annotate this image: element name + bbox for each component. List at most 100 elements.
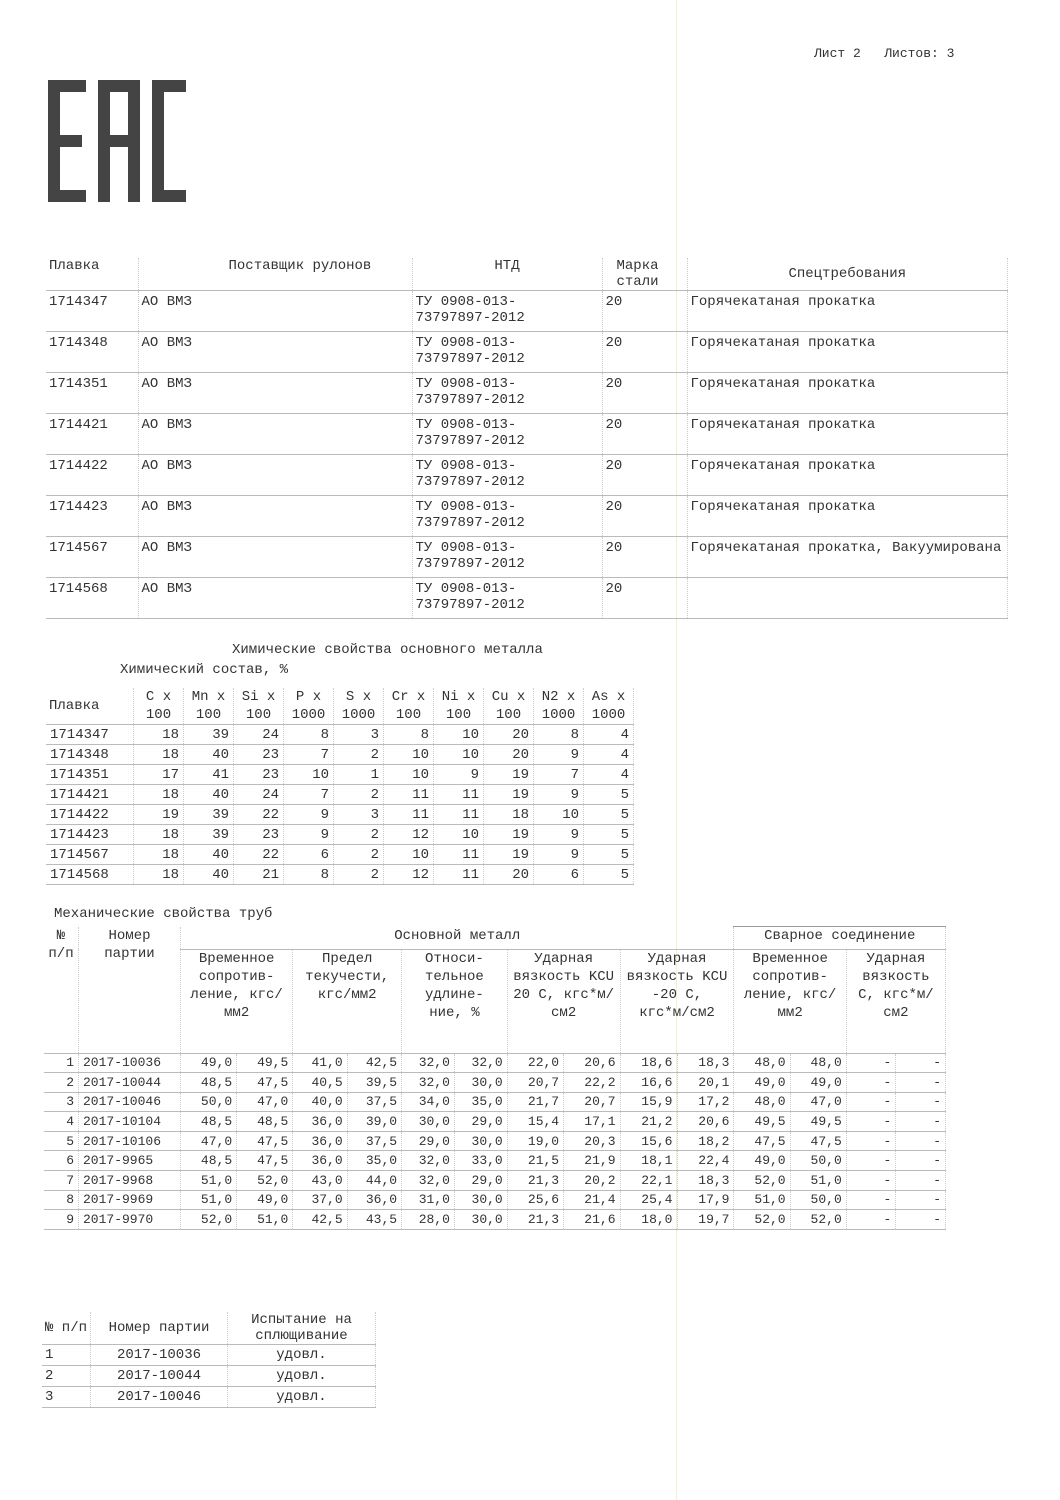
mech-cell: - [895,1072,946,1093]
mech-cell: 18,6 [620,1053,678,1074]
cell-special: Горячекатаная прокатка [687,495,1008,537]
mech-cell: 22,1 [620,1170,678,1191]
chem-cell: 19 [483,824,534,845]
col-base-metal: Основной металл [180,926,735,950]
mech-cell: 3 [44,1092,79,1113]
mech-cell: 42,5 [292,1209,348,1230]
chem-subtitle: Химический состав, % [120,662,289,678]
mech-cell: 21,3 [507,1209,565,1230]
cell-ntd: ТУ 0908-013-73797897-2012 [412,413,603,455]
mech-cell: 36,0 [347,1190,403,1211]
cell-supplier: АО ВМЗ [138,331,413,373]
mech-cell: 29,0 [401,1131,455,1152]
heat-row: 1714423 АО ВМЗ ТУ 0908-013-73797897-2012 20… [46,495,1008,537]
chem-cell: 23 [233,824,284,845]
mech-cell: 20,2 [563,1170,621,1191]
cell-supplier: АО ВМЗ [138,413,413,455]
chem-cell: 5 [583,784,634,805]
mech-cell: 43,5 [347,1209,403,1230]
chem-col-header: N2 x 1000 [533,688,584,725]
chem-cell: 1714421 [46,784,134,805]
mech-cell: 22,4 [677,1150,735,1172]
chem-cell: 5 [583,824,634,845]
cell-grade: 20 [602,577,688,619]
chem-col-header: Mn x 100 [183,688,234,725]
mech-cell: - [895,1131,946,1152]
chem-cell: 24 [233,784,284,805]
chem-table: Плавка C x 100 Mn x 100 Si x 100 P x 1000 S x… [46,688,634,885]
mech-row: 4 2017-10104 48,5 48,5 36,0 39,0 30,0 29,0 15,4 1… [44,1111,946,1132]
chem-row: 1714423 18 39 23 9 2 12 10 19 9 5 [46,824,634,845]
chem-cell: 22 [233,804,284,825]
flat-row: 1 2017-10036 удовл. [42,1344,376,1366]
mech-cell: 50,0 [180,1092,238,1113]
chem-cell: 2 [333,864,384,885]
mech-cell: - [846,1170,897,1191]
mech-cell: 48,5 [180,1072,238,1093]
mech-cell: 21,6 [563,1209,621,1230]
mech-cell: 48,0 [790,1053,847,1074]
mech-cell: 51,0 [180,1190,238,1211]
mech-cell: 20,6 [563,1053,621,1074]
cell-grade: 20 [602,372,688,414]
chem-cell: 9 [533,844,584,865]
mech-cell: 30,0 [454,1072,508,1093]
mech-col-header: Временное сопротив- ление, кгс/мм2 [733,949,847,1054]
mech-cell: 22,2 [563,1072,621,1093]
eac-logo [48,80,186,202]
cell-grade: 20 [602,454,688,496]
mech-cell: 47,0 [790,1092,847,1113]
chem-cell: 40 [183,844,234,865]
flat-cell: 2 [42,1365,91,1387]
chem-cell: 7 [283,744,334,765]
mech-cell: 15,4 [507,1111,565,1132]
cell-heat: 1714351 [46,372,139,414]
mech-cell: 17,1 [563,1111,621,1132]
chem-cell: 8 [533,724,584,745]
mech-title: Механические свойства труб [54,906,273,922]
chem-cell: 5 [583,804,634,825]
mech-cell: 39,5 [347,1072,403,1093]
cell-supplier: АО ВМЗ [138,536,413,578]
flat-header: № п/п Номер партии Испытание на сплющива… [42,1312,376,1345]
chem-cell: 1714348 [46,744,134,765]
cell-grade: 20 [602,290,688,332]
chem-cell: 19 [483,844,534,865]
chem-cell: 12 [383,824,434,845]
heat-row: 1714421 АО ВМЗ ТУ 0908-013-73797897-2012 20… [46,413,1008,455]
chem-cell: 9 [533,784,584,805]
sheet-total: Листов: 3 [884,46,955,61]
cell-heat: 1714568 [46,577,139,619]
col-heat: Плавка [46,258,139,291]
mech-header-top: № п/п Номер партии Основной металл Сварн… [44,926,946,1054]
chem-header: Плавка C x 100 Mn x 100 Si x 100 P x 1000 S x… [46,688,634,725]
chem-cell: 10 [383,744,434,765]
mech-cell: 35,0 [454,1092,508,1113]
mech-cell: 2017-9970 [78,1209,181,1230]
chem-cell: 11 [383,804,434,825]
mech-cell: 9 [44,1209,79,1230]
mech-cell: 21,2 [620,1111,678,1132]
heats-table: Плавка Поставщик рулонов НТД Марка стали… [46,258,1008,619]
chem-cell: 3 [333,724,384,745]
mech-cell: 2017-9968 [78,1170,181,1191]
chem-cell: 23 [233,764,284,785]
mech-cell: 34,0 [401,1092,455,1113]
mech-cell: 47,5 [790,1131,847,1152]
cell-ntd: ТУ 0908-013-73797897-2012 [412,290,603,332]
chem-cell: 5 [583,844,634,865]
chem-cell: 5 [583,864,634,885]
cell-special: Горячекатаная прокатка [687,331,1008,373]
chem-col-header: Si x 100 [233,688,284,725]
mech-cell: 47,0 [180,1131,238,1152]
mech-cell: 49,0 [733,1072,791,1093]
heat-row: 1714347 АО ВМЗ ТУ 0908-013-73797897-2012 20… [46,290,1008,332]
chem-cell: 10 [533,804,584,825]
chem-cell: 1714351 [46,764,134,785]
mech-cell: 30,0 [401,1111,455,1132]
mech-cell: 31,0 [401,1190,455,1211]
chem-cell: 24 [233,724,284,745]
chem-cell: 19 [483,784,534,805]
chem-cell: 10 [283,764,334,785]
mech-cell: 52,0 [733,1209,791,1230]
